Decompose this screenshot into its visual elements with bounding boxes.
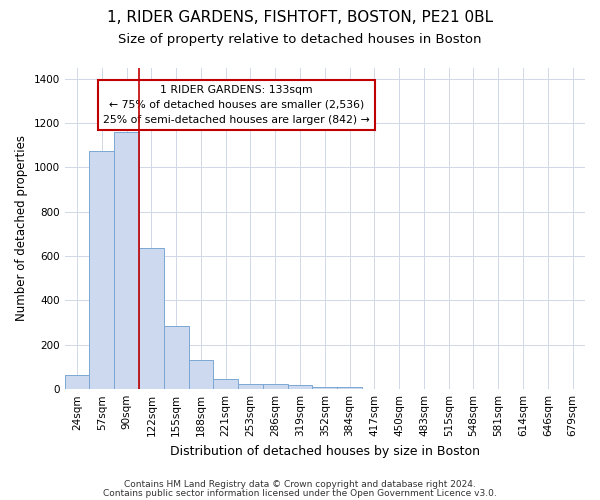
Bar [114,132,139,389]
Bar [139,248,164,389]
Text: Size of property relative to detached houses in Boston: Size of property relative to detached ho… [118,32,482,46]
Text: 1 RIDER GARDENS: 133sqm
← 75% of detached houses are smaller (2,536)
25% of semi: 1 RIDER GARDENS: 133sqm ← 75% of detache… [103,85,370,125]
Text: Contains HM Land Registry data © Crown copyright and database right 2024.: Contains HM Land Registry data © Crown c… [124,480,476,489]
Bar [214,378,238,389]
Text: 1, RIDER GARDENS, FISHTOFT, BOSTON, PE21 0BL: 1, RIDER GARDENS, FISHTOFT, BOSTON, PE21… [107,10,493,25]
Bar [188,360,214,389]
Bar [238,384,263,389]
Text: Contains public sector information licensed under the Open Government Licence v3: Contains public sector information licen… [103,488,497,498]
Bar [337,386,362,389]
Y-axis label: Number of detached properties: Number of detached properties [15,136,28,322]
Bar [164,326,188,389]
Bar [313,386,337,389]
Bar [89,150,114,389]
Bar [287,385,313,389]
X-axis label: Distribution of detached houses by size in Boston: Distribution of detached houses by size … [170,444,480,458]
Bar [65,375,89,389]
Bar [263,384,287,389]
